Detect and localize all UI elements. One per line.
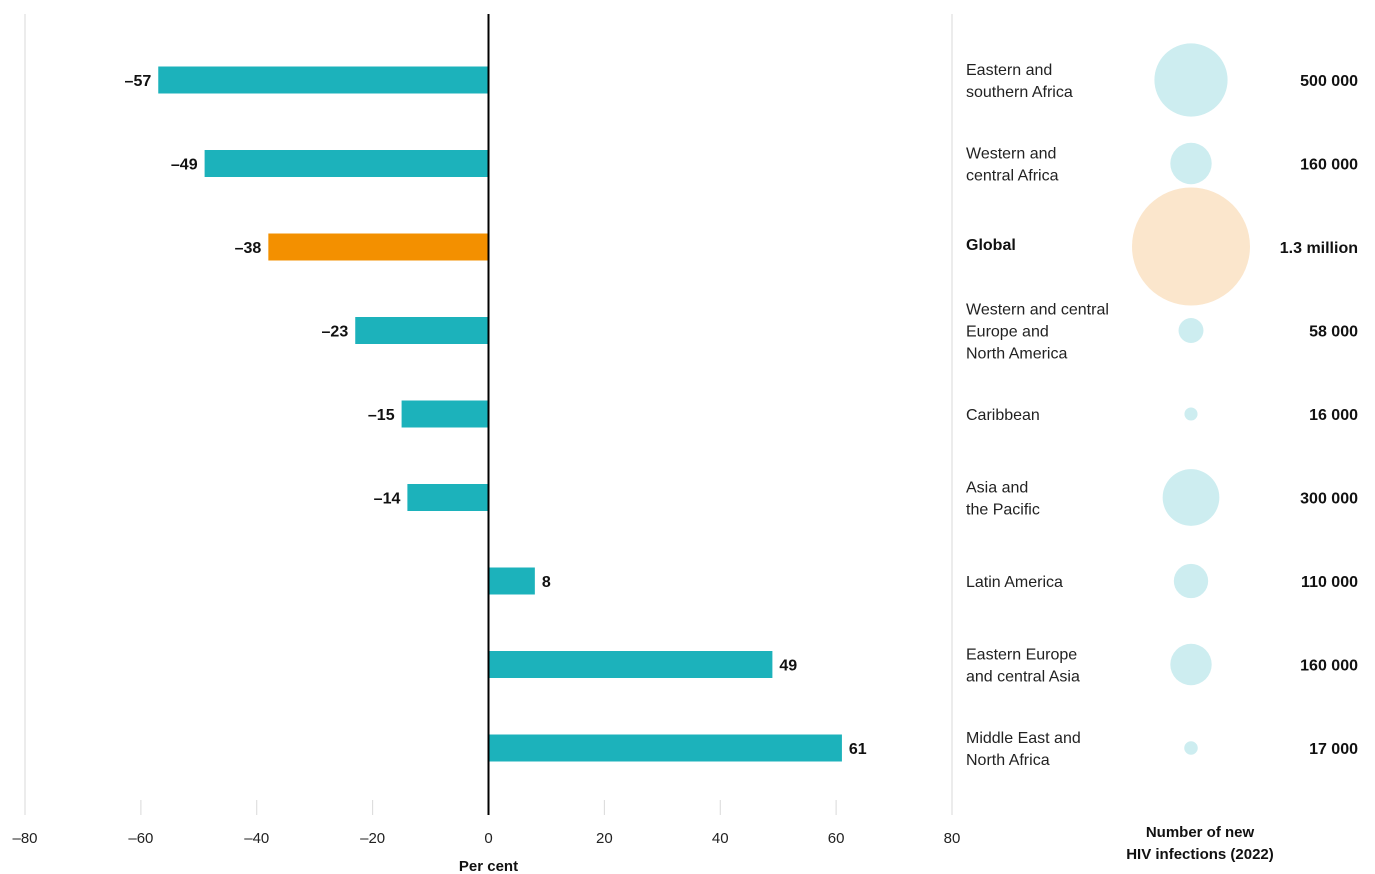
- region-label: Caribbean: [966, 407, 1040, 424]
- infection-count-label: 500 000: [1300, 73, 1358, 90]
- bubble-legend-title: Number of new: [1146, 824, 1255, 841]
- infection-bubble: [1184, 407, 1198, 421]
- infection-count-label: 110 000: [1301, 574, 1358, 591]
- x-axis-title: Per cent: [459, 858, 518, 874]
- x-tick-label: 80: [944, 830, 961, 847]
- bar-value-label: –57: [125, 73, 152, 90]
- region-label: southern Africa: [966, 84, 1073, 101]
- region-label: Europe and: [966, 324, 1049, 341]
- bar: [488, 734, 842, 762]
- region-label: central Africa: [966, 168, 1059, 185]
- infection-count-label: 300 000: [1300, 491, 1358, 508]
- region-label: North Africa: [966, 752, 1050, 769]
- infection-count-label: 16 000: [1309, 407, 1358, 424]
- infection-count-label: 17 000: [1309, 741, 1358, 758]
- bar-value-label: –14: [374, 491, 401, 508]
- infection-bubble: [1178, 318, 1204, 343]
- x-tick-label: –20: [360, 830, 385, 847]
- region-label: the Pacific: [966, 502, 1040, 519]
- region-label: Latin America: [966, 574, 1063, 591]
- infection-bubble: [1132, 187, 1250, 306]
- x-tick-label: 20: [596, 830, 613, 847]
- region-label: Western and central: [966, 302, 1109, 319]
- bar-value-label: –38: [235, 240, 262, 257]
- x-tick-label: 40: [712, 830, 729, 847]
- infection-count-label: 58 000: [1309, 324, 1358, 341]
- region-label: Global: [966, 237, 1016, 254]
- bar: [204, 150, 489, 177]
- bar: [488, 651, 773, 678]
- region-label: Middle East and: [966, 730, 1081, 747]
- infection-bubble: [1170, 142, 1212, 185]
- bar-value-label: 61: [849, 741, 867, 758]
- x-tick-label: 0: [484, 830, 492, 847]
- bar: [407, 484, 489, 511]
- x-tick-label: –80: [12, 830, 37, 847]
- bar: [401, 400, 489, 428]
- infection-bubble: [1170, 643, 1212, 686]
- bar: [355, 317, 489, 344]
- x-tick-label: –40: [244, 830, 269, 847]
- bar: [268, 233, 489, 261]
- region-label: and central Asia: [966, 669, 1080, 686]
- region-label: Eastern and: [966, 62, 1052, 79]
- bar-value-label: 8: [542, 574, 551, 591]
- bubble-legend-title: HIV infections (2022): [1126, 846, 1274, 863]
- infection-count-label: 160 000: [1300, 658, 1358, 675]
- region-label: North America: [966, 346, 1067, 363]
- bar-value-label: –15: [368, 407, 395, 424]
- x-tick-label: 60: [828, 830, 845, 847]
- infection-bubble: [1162, 469, 1220, 526]
- infection-count-label: 1.3 million: [1280, 240, 1358, 257]
- region-label: Eastern Europe: [966, 647, 1077, 664]
- bar: [158, 66, 489, 94]
- infection-bubble: [1173, 563, 1209, 599]
- bar-value-label: –49: [171, 157, 198, 174]
- region-label: Western and: [966, 146, 1056, 163]
- bar: [488, 567, 535, 595]
- bar-value-label: 49: [779, 658, 797, 675]
- infection-bubble: [1184, 741, 1198, 755]
- bar-value-label: –23: [322, 324, 349, 341]
- infection-bubble: [1154, 43, 1228, 117]
- infection-count-label: 160 000: [1300, 157, 1358, 174]
- region-label: Asia and: [966, 480, 1028, 497]
- x-tick-label: –60: [128, 830, 153, 847]
